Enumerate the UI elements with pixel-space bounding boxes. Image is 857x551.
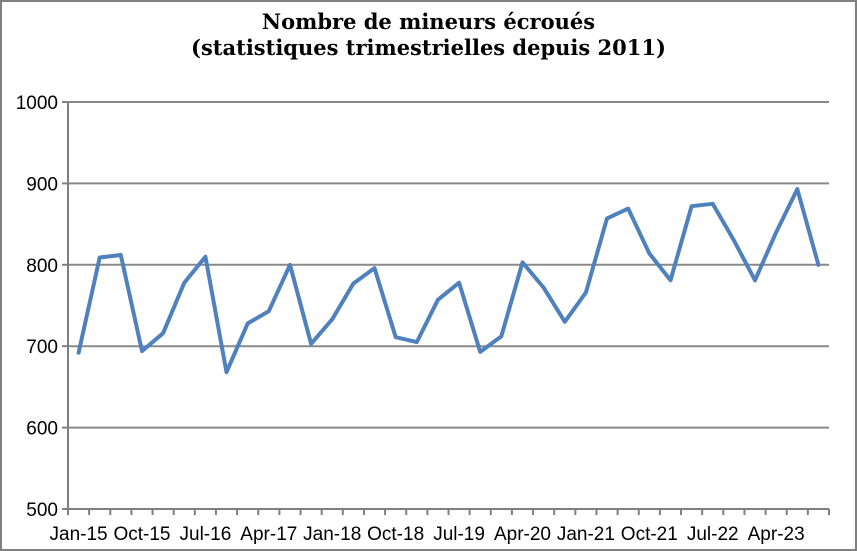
x-axis-labels: Jan-15 Oct-15 Jul-16 Apr-17 Jan-18 Oct-18 Jul-…	[50, 524, 805, 545]
x-axis-label: Jan-15	[50, 524, 108, 545]
x-axis-label: Jul-19	[433, 524, 485, 545]
x-axis-label: Jan-18	[303, 524, 361, 545]
x-axis-label: Oct-15	[113, 524, 170, 545]
chart-subtitle: (statistiques trimestrielles depuis 2011…	[191, 35, 666, 60]
y-axis-tick-marks	[62, 101, 68, 510]
y-axis-label: 900	[26, 174, 58, 195]
data-line	[76, 187, 821, 375]
y-axis-label: 600	[26, 419, 58, 440]
chart-title-block: Nombre de mineurs écroués (statistiques …	[2, 9, 855, 61]
gridlines	[68, 101, 829, 510]
x-axis-label: Apr-23	[748, 524, 805, 545]
y-axis-labels: 500 600 700 800 900 1000	[16, 93, 58, 521]
x-axis-label: Jul-16	[180, 524, 232, 545]
axes	[67, 102, 829, 510]
y-axis-label: 700	[26, 337, 58, 358]
y-axis-label: 800	[26, 256, 58, 277]
x-axis-label: Oct-18	[367, 524, 424, 545]
chart-title: Nombre de mineurs écroués	[261, 9, 596, 34]
y-axis-label: 1000	[16, 93, 58, 114]
x-axis-label: Apr-17	[240, 524, 297, 545]
x-axis-tick-marks	[67, 509, 830, 515]
data-line-series	[76, 187, 821, 375]
x-axis-label: Oct-21	[621, 524, 678, 545]
y-axis-label: 500	[26, 500, 58, 521]
x-axis-label: Jul-22	[687, 524, 739, 545]
x-axis-label: Apr-20	[494, 524, 551, 545]
x-axis-label: Jan-21	[557, 524, 615, 545]
